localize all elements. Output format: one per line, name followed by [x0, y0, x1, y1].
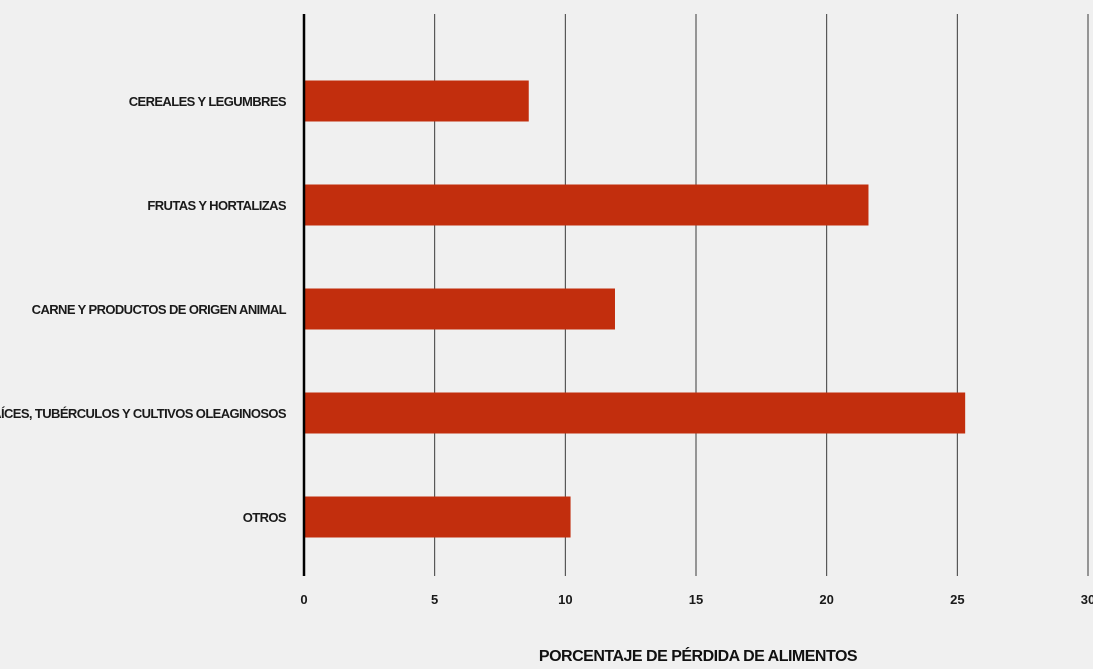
bar-5	[304, 496, 571, 538]
gridlines	[434, 14, 1089, 576]
bar-2	[304, 184, 869, 226]
category-label-5: OTROS	[243, 510, 287, 525]
bar-1	[304, 80, 529, 122]
x-tick-label-30: 30	[1081, 592, 1093, 607]
x-tick-label-5: 5	[431, 592, 438, 607]
x-tick-labels: 0 5 10 15 20 25 30	[300, 592, 1093, 607]
x-tick-label-10: 10	[558, 592, 572, 607]
category-label-3: CARNE Y PRODUCTOS DE ORIGEN ANIMAL	[32, 302, 287, 317]
x-tick-label-20: 20	[819, 592, 833, 607]
category-label-2: FRUTAS Y HORTALIZAS	[147, 198, 287, 213]
bars	[304, 80, 966, 538]
bar-3	[304, 288, 615, 330]
x-tick-label-15: 15	[689, 592, 703, 607]
category-label-1: CEREALES Y LEGUMBRES	[129, 94, 287, 109]
category-labels: CEREALES Y LEGUMBRES FRUTAS Y HORTALIZAS C…	[0, 94, 288, 525]
x-tick-label-0: 0	[300, 592, 307, 607]
category-label-4: RAÍCES, TUBÉRCULOS Y CULTIVOS OLEAGINOSO…	[0, 406, 287, 421]
x-tick-label-25: 25	[950, 592, 964, 607]
x-axis-title: PORCENTAJE DE PÉRDIDA DE ALIMENTOS	[539, 646, 858, 665]
bar-4	[304, 392, 966, 434]
